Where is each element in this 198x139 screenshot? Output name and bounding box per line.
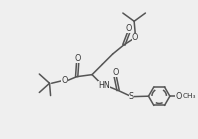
Text: CH₃: CH₃ xyxy=(182,93,196,99)
Text: S: S xyxy=(129,92,134,101)
Text: O: O xyxy=(112,68,118,77)
Text: HN: HN xyxy=(98,81,110,90)
Text: O: O xyxy=(175,92,182,101)
Text: O: O xyxy=(74,54,81,63)
Text: O: O xyxy=(61,76,68,85)
Text: O: O xyxy=(125,24,132,33)
Text: O: O xyxy=(132,33,138,42)
